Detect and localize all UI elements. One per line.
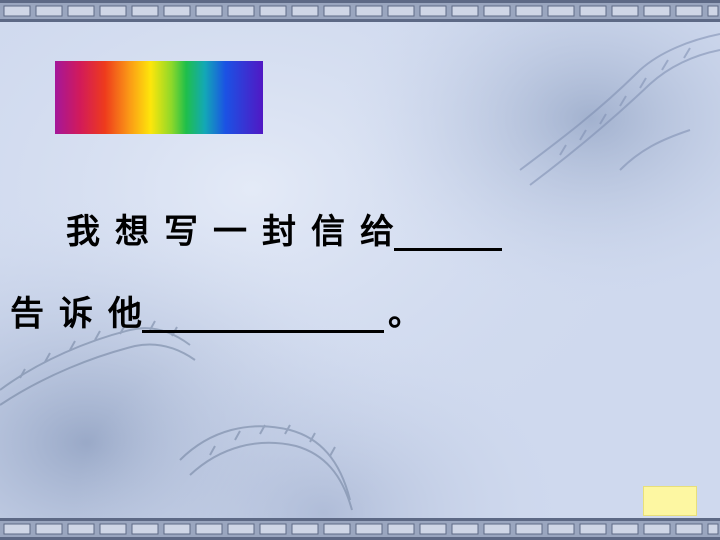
decorative-border-top <box>0 0 720 22</box>
next-slide-button[interactable] <box>643 486 697 516</box>
sentence-line-1: 我想写一封信给 <box>66 204 502 253</box>
fill-in-blank-message <box>142 296 384 333</box>
char: 封 <box>262 212 296 252</box>
char: 写 <box>164 212 198 252</box>
char: 诉 <box>59 294 93 334</box>
char: 他 <box>108 294 142 334</box>
char: 我 <box>66 212 100 252</box>
char: 想 <box>115 212 149 252</box>
char: 一 <box>213 212 247 252</box>
char: 告 <box>10 294 44 334</box>
great-wall-top-right <box>519 33 720 186</box>
char: 信 <box>311 212 345 252</box>
sentence-line-2: 告诉他 。 <box>10 286 422 335</box>
char: 给 <box>360 212 394 252</box>
sentence-period: 。 <box>388 294 422 334</box>
decorative-border-bottom <box>0 518 720 540</box>
rainbow-banner <box>55 61 263 134</box>
fill-in-blank-recipient <box>394 214 502 251</box>
